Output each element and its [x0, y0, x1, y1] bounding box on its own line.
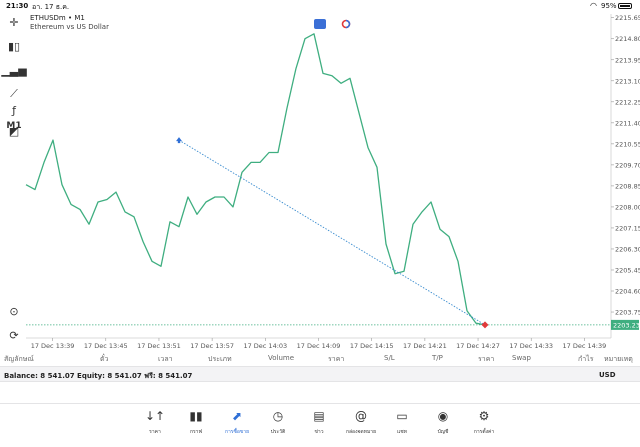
x-tick-label: 17 Dec 14:39: [563, 342, 607, 350]
current-price-badge: [611, 319, 639, 330]
price-chart[interactable]: 2215.65 2214.80 2213.95 2213.10 2212.25 2211.…: [0, 12, 640, 352]
one-click-sell-button[interactable]: [340, 19, 352, 29]
y-tick-label: 2203.75: [615, 309, 640, 317]
y-tick-label: 2210.55: [615, 140, 640, 148]
timeframe-button[interactable]: M1: [4, 118, 24, 134]
chart-type-icon[interactable]: ▮▯: [7, 39, 21, 53]
mailbox-icon: @: [355, 409, 367, 423]
col-price: ราคา: [328, 355, 345, 363]
col-ticket: ตั๋ว: [100, 355, 109, 363]
wifi-icon: ◠: [590, 1, 597, 10]
tab-account[interactable]: ◉ บัญชี: [425, 408, 461, 442]
x-tick-label: 17 Dec 14:03: [243, 342, 287, 350]
tab-chat[interactable]: ▭ แชท: [384, 408, 420, 442]
tab-mailbox[interactable]: @ กล่องจดหมาย: [343, 408, 379, 442]
x-tick-label: 17 Dec 14:27: [456, 342, 500, 350]
y-tick-label: 2204.60: [615, 288, 640, 296]
y-tick-label: 2207.15: [615, 224, 640, 232]
indicators-icon[interactable]: ▁▃▅: [1, 63, 27, 77]
col-tp: T/P: [432, 354, 443, 362]
symbol-subtitle: Ethereum vs US Dollar: [30, 23, 109, 31]
timeframe-label: M1: [6, 121, 22, 131]
positions-header: สัญลักษณ์ ตั๋ว เวลา ประเภท Volume ราคา S…: [0, 352, 640, 366]
tab-label: การซื้อขาย: [224, 429, 250, 435]
x-tick-label: 17 Dec 14:33: [509, 342, 553, 350]
col-comment: หมายเหตุ: [604, 355, 633, 363]
tab-label: การตั้งค่า: [473, 429, 495, 435]
y-tick-label: 2215.65: [615, 14, 640, 22]
x-tick-label: 17 Dec 13:39: [31, 342, 75, 350]
y-tick-label: 2208.85: [615, 182, 640, 190]
function-icon[interactable]: ƒ: [12, 103, 16, 117]
price-series-line: [25, 33, 486, 326]
tab-history[interactable]: ◷ ประวัติ: [260, 408, 296, 442]
tab-news[interactable]: ▤ ข่าว: [301, 408, 337, 442]
account-currency: USD: [599, 371, 616, 379]
bottom-tab-bar: ↓↑ ราคา ▮▮ กราฟ ⬈ การซื้อขาย ◷ ประวัติ ▤ ข่าว…: [0, 403, 640, 447]
current-price-label: 2203.23: [613, 321, 640, 329]
tab-label: บัญชี: [437, 429, 449, 435]
tab-label: กราฟ: [189, 429, 203, 435]
y-tick-label: 2213.10: [615, 77, 640, 85]
trade-icon: ⬈: [231, 409, 243, 423]
shapes-icon[interactable]: ◩: [8, 124, 20, 138]
y-tick-label: 2212.25: [615, 98, 640, 106]
col-type: ประเภท: [208, 355, 232, 363]
y-tick-label: 2211.40: [615, 119, 640, 127]
symbol-title: ETHUSDm • M1: [30, 14, 85, 22]
x-tick-label: 17 Dec 13:57: [190, 342, 234, 350]
y-tick-label: 2206.30: [615, 245, 640, 253]
zoom-icon[interactable]: ⊙: [9, 304, 19, 318]
tab-label: ข่าว: [314, 429, 324, 435]
col-swap: Swap: [512, 354, 531, 362]
trade-connector-line: [178, 139, 486, 326]
status-date: อา. 17 ธ.ค.: [32, 3, 70, 11]
battery-icon: [618, 3, 632, 9]
tab-label: ประวัติ: [270, 429, 286, 435]
y-tick-label: 2208.00: [615, 203, 640, 211]
chart-icon: ▮▮: [189, 409, 203, 423]
account-summary: Balance: 8 541.07 Equity: 8 541.07 ฟรี: …: [4, 372, 193, 380]
chat-icon: ▭: [396, 409, 408, 423]
x-tick-label: 17 Dec 13:45: [84, 342, 128, 350]
y-tick-label: 2213.95: [615, 56, 640, 64]
y-tick-label: 2205.45: [615, 266, 640, 274]
tab-quotes[interactable]: ↓↑ ราคา: [137, 408, 173, 442]
exit-marker: [481, 321, 489, 329]
x-tick-label: 17 Dec 14:21: [403, 342, 447, 350]
quotes-icon: ↓↑: [144, 409, 166, 423]
x-tick-label: 17 Dec 13:51: [137, 342, 181, 350]
crosshair-icon[interactable]: ✛: [9, 15, 19, 29]
tab-settings[interactable]: ⚙ การตั้งค่า: [466, 408, 502, 442]
left-toolbar: ✛ ▮▯ ▁▃▅ ⟋ ƒ ◩ M1 ⊙ ⟳: [0, 12, 28, 342]
status-bar: 21:30 อา. 17 ธ.ค. ◠ 95%: [0, 0, 640, 12]
history-icon: ◷: [272, 409, 284, 423]
y-tick-label: 2214.80: [615, 35, 640, 43]
tab-label: แชท: [397, 429, 407, 435]
news-icon: ▤: [313, 409, 325, 423]
col-current-price: ราคา: [478, 355, 495, 363]
y-tick-label: 2209.70: [615, 161, 640, 169]
account-icon: ◉: [437, 409, 449, 423]
buy-entry-marker: [176, 137, 182, 144]
col-time: เวลา: [158, 355, 173, 363]
col-sl: S/L: [384, 354, 395, 362]
x-tick-label: 17 Dec 14:09: [297, 342, 341, 350]
tab-trade[interactable]: ⬈ การซื้อขาย: [219, 408, 255, 442]
battery-percent: 95%: [601, 2, 617, 10]
one-click-buy-button[interactable]: [314, 19, 326, 29]
col-profit: กำไร: [578, 355, 594, 363]
col-volume: Volume: [268, 354, 295, 362]
status-time: 21:30: [6, 2, 29, 10]
tab-label: กล่องจดหมาย: [345, 429, 377, 435]
account-summary-bar: Balance: 8 541.07 Equity: 8 541.07 ฟรี: …: [0, 366, 640, 382]
x-tick-label: 17 Dec 14:15: [350, 342, 394, 350]
gear-icon: ⚙: [478, 409, 490, 423]
tab-label: ราคา: [149, 429, 161, 435]
tab-chart[interactable]: ▮▮ กราฟ: [178, 408, 214, 442]
sync-icon[interactable]: ⟳: [9, 328, 19, 342]
objects-icon[interactable]: ⟋: [10, 87, 18, 100]
col-symbol: สัญลักษณ์: [4, 355, 34, 363]
